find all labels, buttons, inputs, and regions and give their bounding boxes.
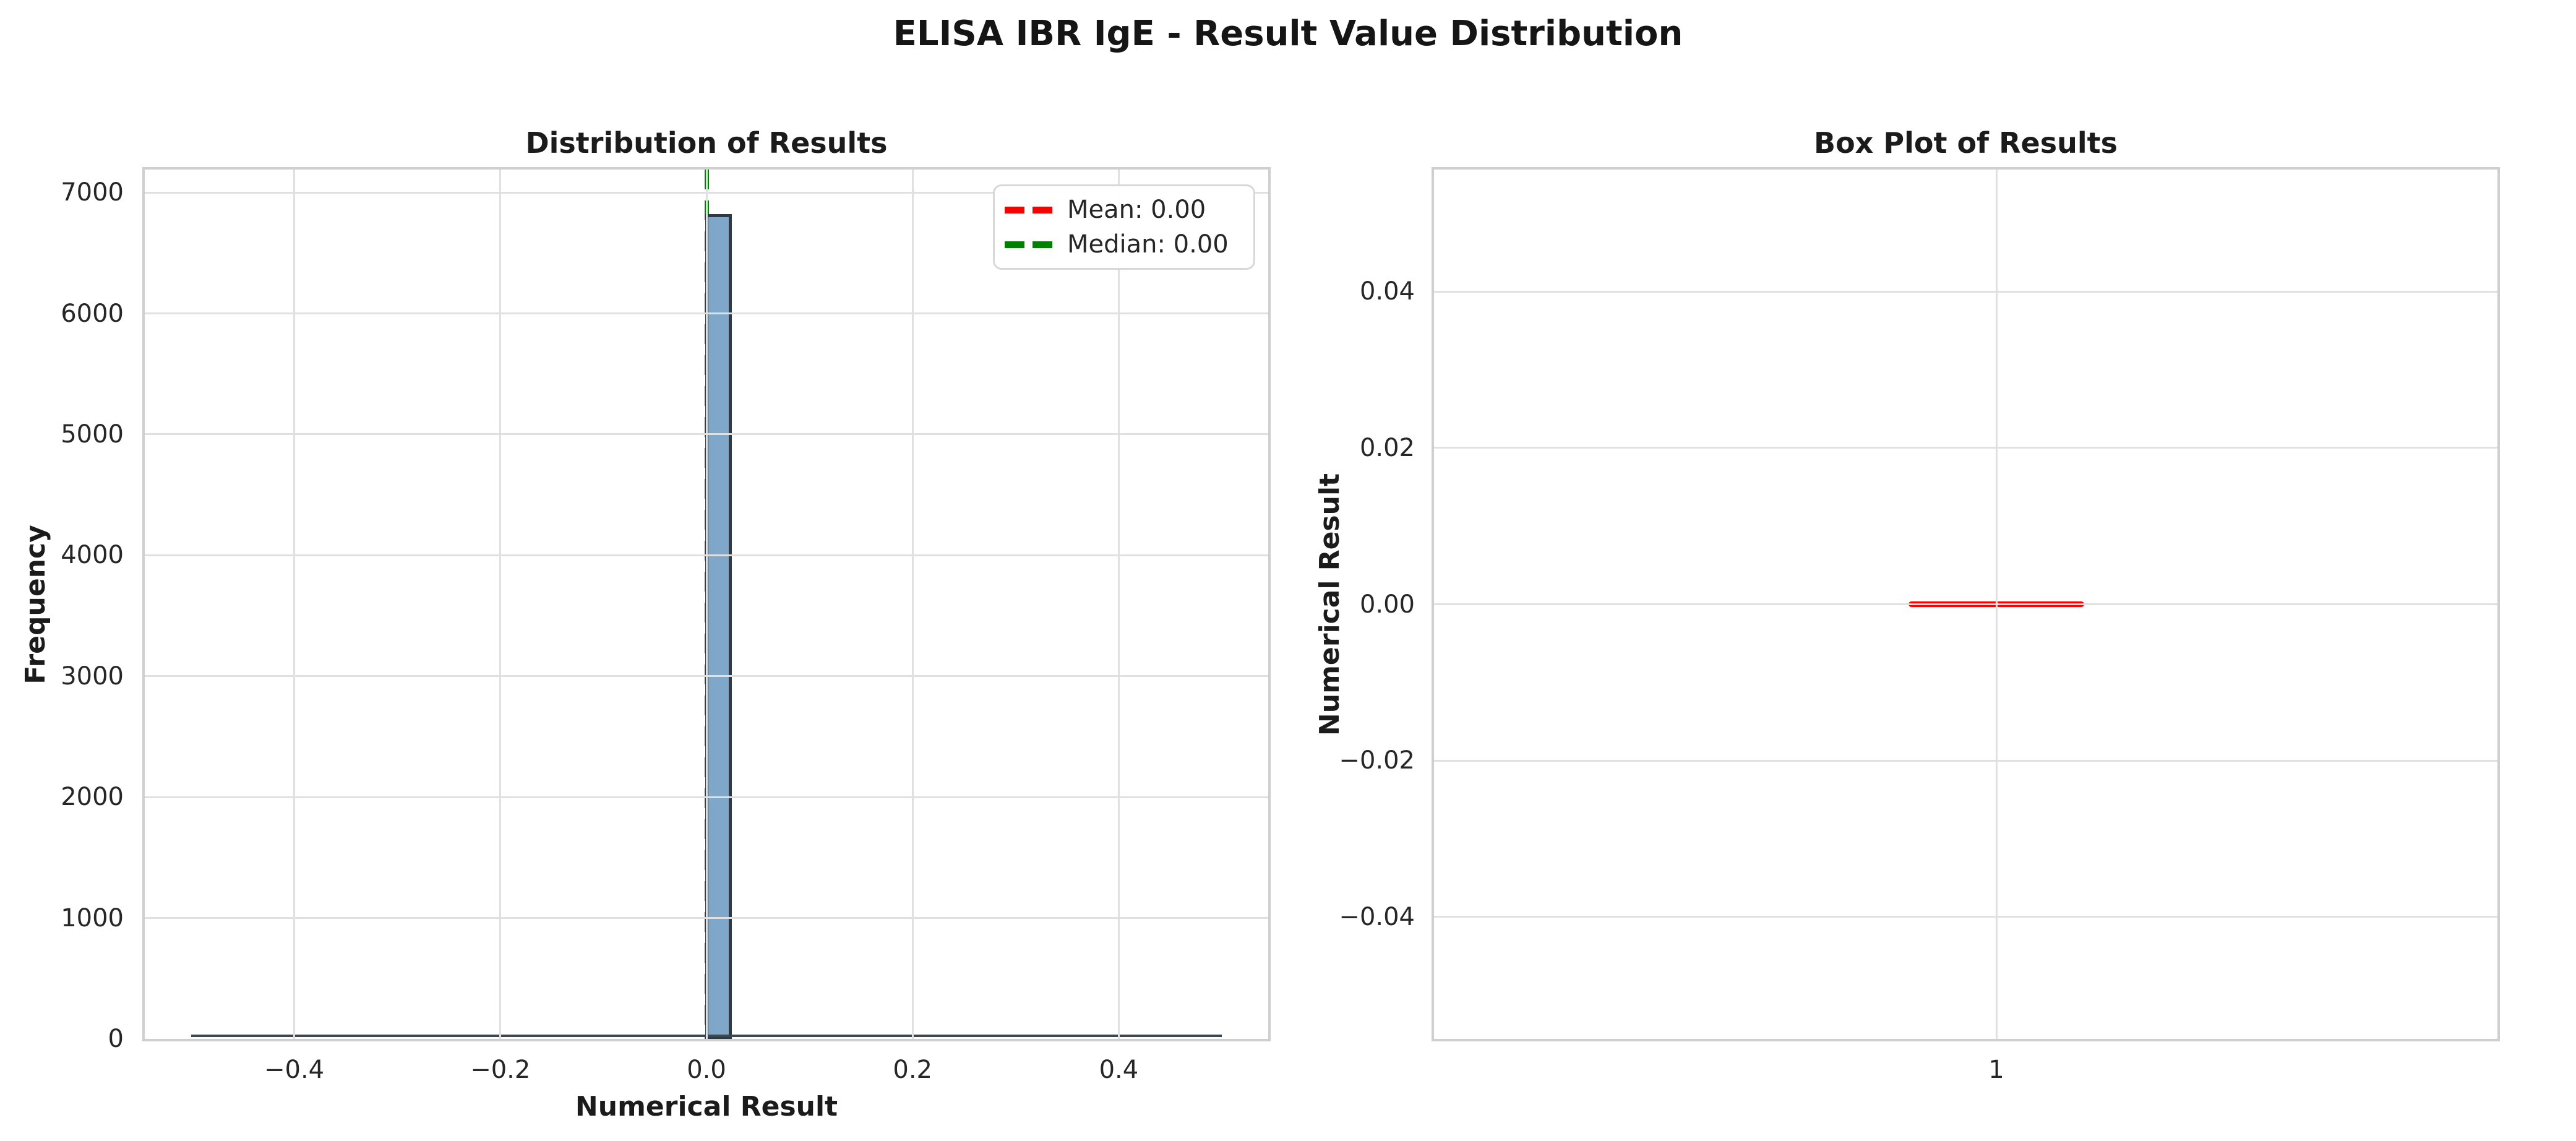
boxplot-title: Box Plot of Results [1814, 126, 2118, 160]
histogram-ylabel: Frequency [20, 525, 51, 684]
histogram-xlabel: Numerical Result [575, 1091, 838, 1122]
gridline-horizontal [1434, 603, 2497, 605]
boxplot-ylabel: Numerical Result [1314, 473, 1346, 736]
legend: Mean: 0.00 Median: 0.00 [993, 184, 1255, 270]
y-tick-label: 0.00 [1359, 590, 1415, 619]
legend-item-mean: Mean: 0.00 [1005, 195, 1253, 225]
y-tick-label: 2000 [61, 783, 124, 812]
y-tick-label: −0.04 [1339, 902, 1415, 931]
x-tick-label: −0.2 [470, 1056, 531, 1084]
x-tick-label: −0.4 [264, 1056, 325, 1084]
gridline-horizontal [1434, 759, 2497, 762]
x-tick-label: 0.0 [687, 1056, 726, 1084]
y-tick-label: 4000 [61, 541, 124, 570]
gridline-vertical [499, 170, 502, 1039]
legend-label-mean: Mean: 0.00 [1067, 196, 1206, 224]
x-tick-label: 0.4 [1099, 1056, 1139, 1084]
mean-dashed-line-swatch [1005, 206, 1052, 213]
y-tick-label: 5000 [61, 420, 124, 449]
y-tick-label: 1000 [61, 903, 124, 932]
y-tick-label: −0.02 [1339, 746, 1415, 775]
y-tick-label: 0 [108, 1025, 124, 1053]
gridline-vertical [1117, 170, 1120, 1039]
gridline-vertical [1995, 170, 1998, 1039]
legend-item-median: Median: 0.00 [1005, 230, 1253, 259]
x-tick-label: 0.2 [893, 1056, 933, 1084]
gridline-horizontal [1434, 290, 2497, 293]
legend-label-median: Median: 0.00 [1067, 230, 1229, 259]
gridline-vertical [293, 170, 296, 1039]
x-tick-label: 1 [1988, 1056, 2004, 1084]
y-tick-label: 7000 [61, 178, 124, 207]
gridline-horizontal [1434, 447, 2497, 449]
median-dashed-line-swatch [1005, 241, 1052, 248]
histogram-bar [705, 214, 732, 1039]
y-tick-label: 6000 [61, 299, 124, 328]
gridline-horizontal [1434, 916, 2497, 918]
y-tick-label: 0.02 [1359, 433, 1415, 462]
histogram-title: Distribution of Results [525, 126, 888, 160]
histogram-axes: 7000 6000 5000 4000 3000 2000 1000 0 0.4 0.2 0.0 −0… [20, 126, 1271, 1122]
boxplot-axes: 1 −0.04 −0.02 0.00 0.02 0.04 Box Plot of Resu… [1314, 126, 2500, 1084]
y-tick-label: 3000 [61, 661, 124, 691]
y-tick-label: 0.04 [1359, 277, 1415, 306]
gridline-vertical [705, 170, 708, 1039]
gridline-vertical [911, 170, 914, 1039]
figure-suptitle: ELISA IBR IgE - Result Value Distributio… [893, 14, 1683, 54]
